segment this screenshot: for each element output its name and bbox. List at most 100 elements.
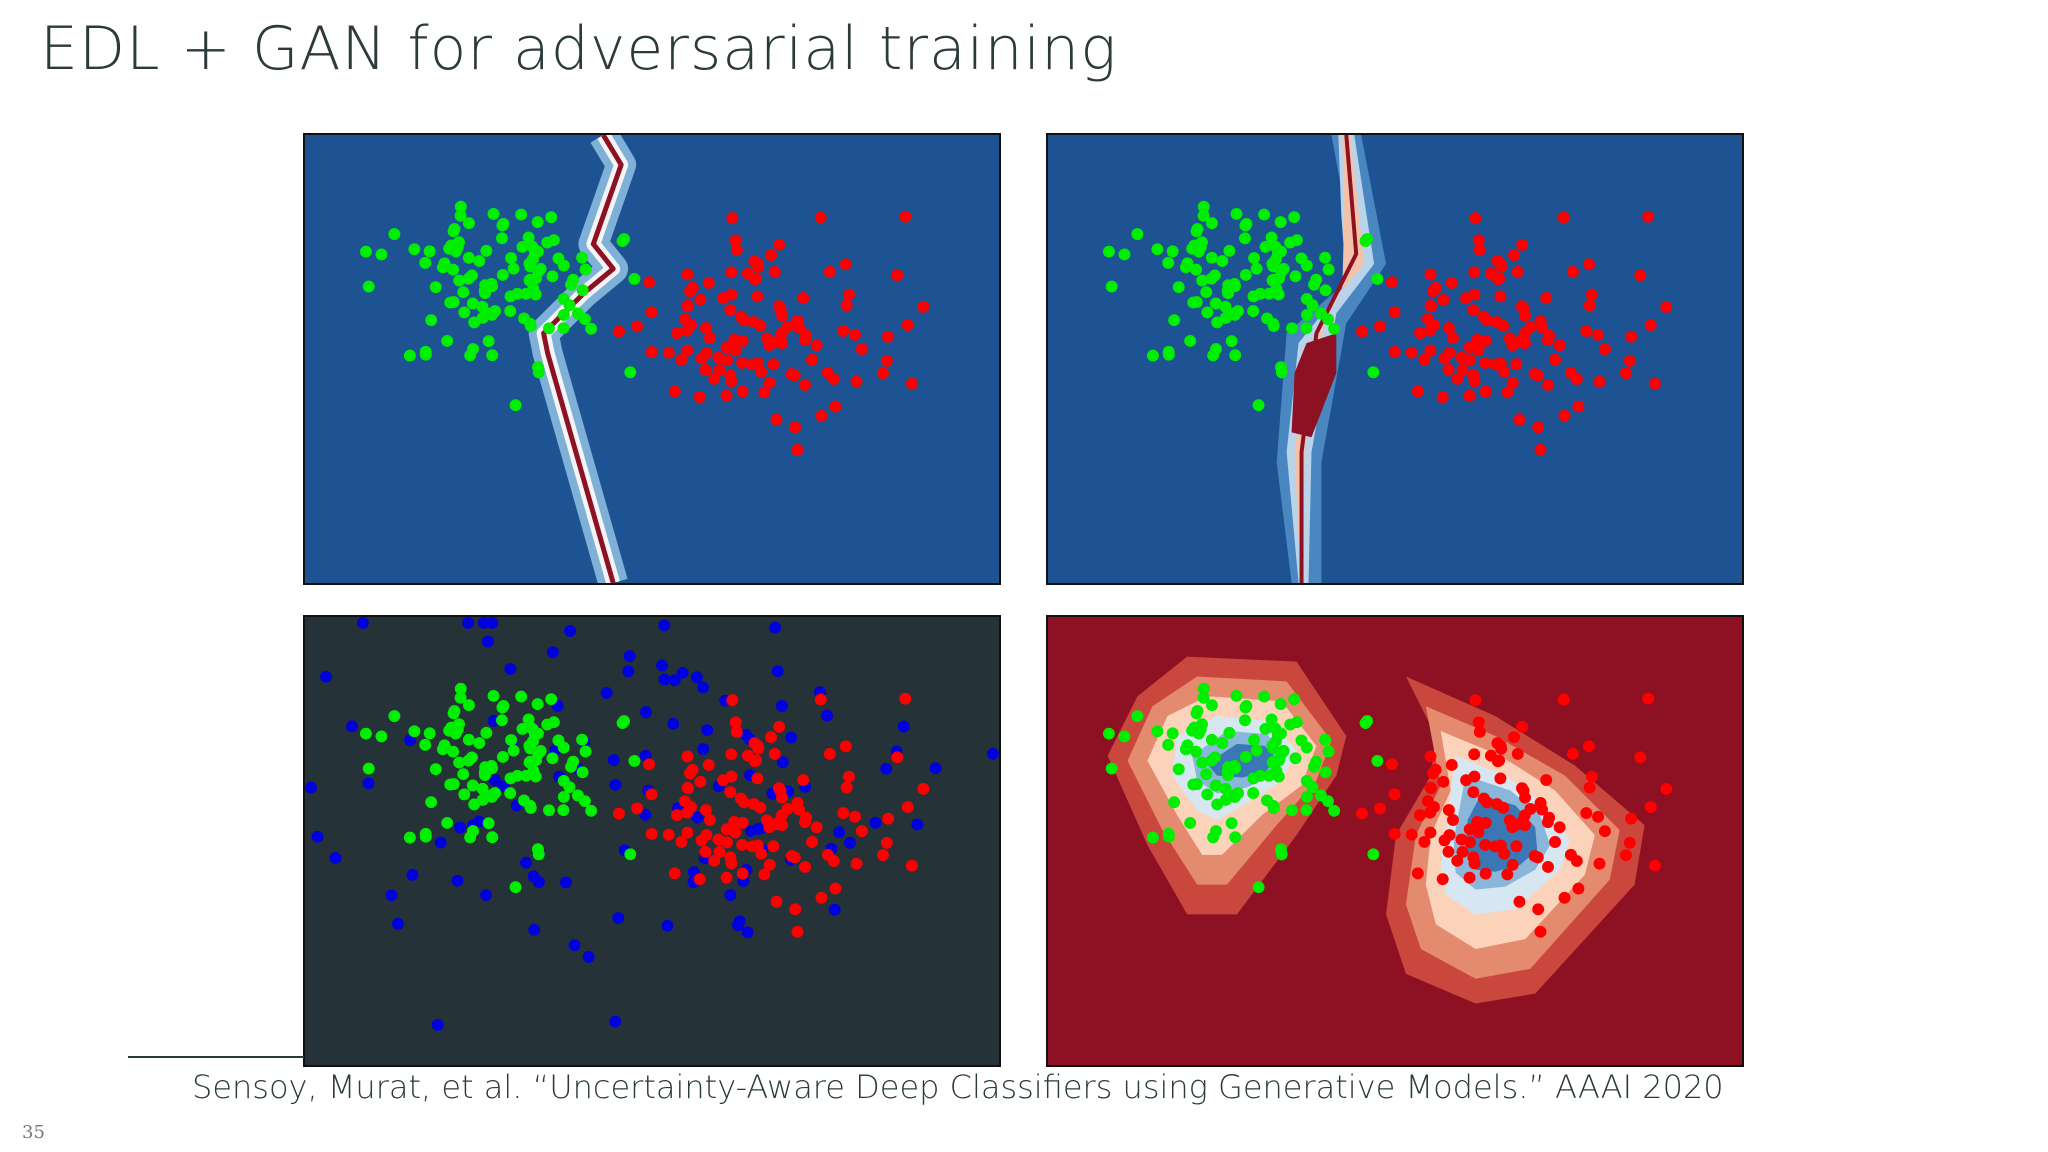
scatter-point xyxy=(1540,292,1553,304)
scatter-point xyxy=(507,262,520,275)
scatter-point xyxy=(1356,807,1368,820)
scatter-point xyxy=(305,781,317,794)
scatter-point xyxy=(1184,817,1197,829)
scatter-point xyxy=(724,304,737,317)
scatter-point xyxy=(454,682,467,695)
scatter-point xyxy=(505,252,518,265)
scatter-point xyxy=(458,306,471,319)
scatter-point xyxy=(901,319,914,332)
scatter-point xyxy=(1549,354,1562,366)
scatter-point xyxy=(624,848,637,861)
scatter-point xyxy=(1300,292,1313,305)
scatter-point xyxy=(1275,848,1288,861)
scatter-point xyxy=(613,325,625,338)
scatter-point xyxy=(1519,791,1532,804)
scatter-point xyxy=(987,747,999,760)
scatter-point xyxy=(736,839,749,851)
scatter-point xyxy=(1642,210,1655,223)
scatter-point xyxy=(1322,263,1335,276)
scatter-point xyxy=(631,320,644,333)
scatter-point xyxy=(729,826,742,839)
scatter-point xyxy=(1494,290,1507,303)
scatter-point xyxy=(1162,256,1175,269)
scatter-point xyxy=(1532,903,1545,916)
scatter-point xyxy=(849,810,861,823)
scatter-point xyxy=(495,232,508,245)
scatter-point xyxy=(1644,801,1657,814)
scatter-point xyxy=(1570,855,1583,867)
scatter-point xyxy=(453,274,466,287)
scatter-point xyxy=(1405,346,1418,359)
scatter-point xyxy=(668,674,681,687)
scatter-point xyxy=(1648,859,1661,872)
scatter-point xyxy=(419,738,432,751)
scatter-point xyxy=(1267,260,1280,273)
scatter-point xyxy=(473,815,486,828)
scatter-point xyxy=(419,256,432,269)
scatter-point xyxy=(541,718,554,731)
scatter-point xyxy=(534,262,547,275)
scatter-point xyxy=(901,801,914,814)
panel-bottom-right-svg xyxy=(1048,617,1742,1065)
scatter-point xyxy=(1196,756,1209,769)
scatter-point xyxy=(850,375,863,388)
scatter-point xyxy=(462,754,475,767)
scatter-point xyxy=(1190,225,1203,238)
scatter-point xyxy=(1542,379,1554,391)
scatter-point xyxy=(1162,738,1175,751)
scatter-point xyxy=(676,666,689,679)
scatter-point xyxy=(408,725,421,738)
scatter-point xyxy=(814,211,827,224)
scatter-point xyxy=(565,278,578,291)
scatter-point xyxy=(1196,274,1209,287)
scatter-point xyxy=(1463,389,1476,402)
scatter-point xyxy=(468,798,481,811)
scatter-point xyxy=(1642,692,1655,705)
scatter-point xyxy=(1286,804,1298,817)
scatter-point xyxy=(1593,375,1606,388)
scatter-point xyxy=(607,754,620,766)
scatter-point xyxy=(1464,354,1477,367)
scatter-point xyxy=(1181,257,1194,270)
scatter-point xyxy=(699,363,712,376)
scatter-point xyxy=(1427,767,1439,780)
scatter-point xyxy=(1451,372,1464,385)
scatter-point xyxy=(1442,363,1455,376)
scatter-point xyxy=(509,881,522,894)
scatter-point xyxy=(329,852,342,864)
scatter-point xyxy=(1536,803,1549,816)
scatter-point xyxy=(713,846,726,858)
scatter-point xyxy=(684,767,696,780)
scatter-point xyxy=(1580,325,1593,337)
scatter-point xyxy=(447,707,460,720)
scatter-point xyxy=(1484,749,1497,762)
scatter-point xyxy=(1418,835,1431,848)
scatter-point xyxy=(1428,801,1440,814)
scatter-point xyxy=(720,389,733,402)
scatter-point xyxy=(1277,744,1290,757)
scatter-point xyxy=(754,801,767,814)
scatter-point xyxy=(1238,714,1251,727)
scatter-point xyxy=(1425,300,1437,313)
scatter-point xyxy=(476,300,489,313)
scatter-point xyxy=(662,828,675,841)
scatter-point xyxy=(776,791,789,804)
scatter-point xyxy=(438,739,451,752)
scatter-point xyxy=(467,343,479,356)
scatter-point xyxy=(1219,782,1232,795)
scatter-point xyxy=(613,807,625,820)
scatter-point xyxy=(623,650,636,663)
scatter-point xyxy=(1425,782,1437,795)
scatter-point xyxy=(496,701,509,714)
scatter-point xyxy=(1232,787,1244,800)
scatter-point xyxy=(451,241,464,254)
scatter-point xyxy=(823,748,836,760)
scatter-point xyxy=(1284,718,1297,731)
scatter-point xyxy=(447,263,460,276)
scatter-point xyxy=(1660,783,1673,795)
scatter-point xyxy=(823,266,836,278)
scatter-point xyxy=(1468,288,1481,301)
scatter-point xyxy=(1328,322,1341,335)
scatter-point xyxy=(877,849,889,862)
scatter-point xyxy=(1479,839,1492,851)
